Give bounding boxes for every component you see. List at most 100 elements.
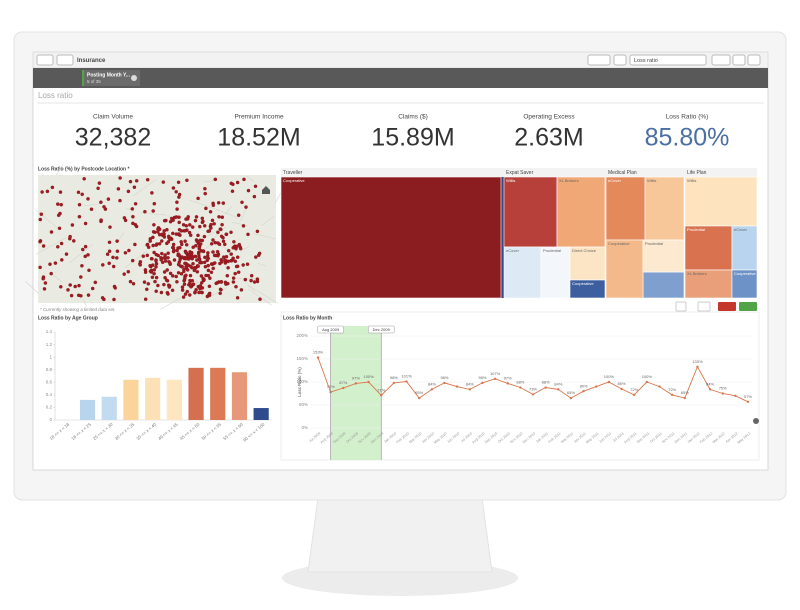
- map-point: [86, 197, 90, 201]
- map-point: [182, 282, 187, 286]
- y-tick-label: 150%: [296, 356, 308, 361]
- map-point: [252, 194, 257, 199]
- scroll-handle[interactable]: [753, 418, 759, 424]
- map-point: [79, 275, 83, 279]
- map-point: [168, 261, 172, 265]
- map-point: [196, 252, 201, 256]
- map-point: [200, 238, 205, 243]
- map-road: [55, 164, 64, 176]
- map-road: [248, 284, 278, 304]
- map-point: [45, 189, 50, 194]
- sheets-button[interactable]: [711, 54, 731, 66]
- y-tick-label: 1.4: [46, 329, 53, 334]
- map-point: [165, 227, 169, 232]
- map-point: [211, 238, 215, 242]
- data-label: 72%: [668, 387, 676, 392]
- map-road: [231, 221, 249, 227]
- point: [316, 356, 320, 359]
- nav-button[interactable]: [36, 54, 54, 66]
- sheet-selector[interactable]: [629, 54, 707, 66]
- options-button[interactable]: [697, 301, 711, 312]
- map-point: [90, 286, 95, 291]
- treemap-cell-label: Willis: [506, 178, 515, 183]
- x-tick-label: Jul 2010: [460, 431, 473, 443]
- map-road: [240, 246, 250, 252]
- map-point: [123, 251, 128, 255]
- map-point: [133, 202, 138, 206]
- point: [392, 381, 396, 385]
- map-point: [236, 213, 241, 217]
- map-point: [166, 251, 170, 255]
- treemap-cell-label: XL Brokers: [559, 178, 579, 183]
- map-point: [238, 246, 243, 251]
- map-point: [184, 273, 188, 278]
- map-point: [184, 250, 188, 255]
- y-tick-label: 1: [49, 354, 52, 359]
- map-point: [229, 230, 233, 235]
- map-point: [159, 290, 164, 295]
- map-point: [130, 207, 135, 211]
- point: [455, 385, 459, 388]
- clear-selection[interactable]: [131, 75, 137, 81]
- map-point: [162, 232, 166, 236]
- map-point: [188, 273, 193, 278]
- map-point: [195, 258, 199, 262]
- map-point: [215, 249, 220, 254]
- map-point: [42, 287, 47, 291]
- point: [506, 382, 509, 385]
- map-point: [175, 200, 179, 204]
- data-label: 65%: [681, 390, 689, 395]
- bar: [210, 367, 226, 420]
- confirm-selection[interactable]: [739, 302, 757, 311]
- map-point: [191, 261, 195, 266]
- map-point: [206, 256, 210, 261]
- map-point: [64, 252, 69, 256]
- cancel-selection[interactable]: [718, 302, 736, 311]
- map-point: [199, 274, 204, 278]
- point: [607, 380, 611, 384]
- map-point: [219, 227, 223, 232]
- map-point: [159, 258, 163, 262]
- point: [569, 396, 573, 400]
- map-point: [116, 187, 121, 191]
- map-point: [49, 271, 53, 276]
- home-icon[interactable]: [262, 186, 270, 194]
- device-button[interactable]: [587, 54, 611, 66]
- map-point: [89, 207, 94, 211]
- selection-chip[interactable]: [82, 70, 140, 86]
- map-point: [187, 230, 192, 235]
- map-point: [86, 253, 90, 257]
- map-point: [153, 279, 157, 284]
- device-button[interactable]: [613, 54, 627, 66]
- map-point: [152, 271, 156, 276]
- map-point: [209, 270, 214, 275]
- lasso-button[interactable]: [675, 301, 687, 312]
- data-label: 85%: [618, 381, 626, 386]
- map-point: [231, 182, 235, 187]
- menu-button[interactable]: [56, 54, 74, 66]
- map-point: [87, 268, 91, 273]
- map-point: [176, 262, 181, 267]
- map-point: [231, 246, 235, 250]
- map-point: [81, 247, 85, 252]
- map-point: [219, 280, 223, 284]
- map-point: [234, 264, 239, 269]
- treemap-cell: [605, 239, 644, 299]
- next-button[interactable]: [747, 54, 761, 66]
- map-point: [40, 190, 44, 194]
- map-point: [38, 265, 42, 270]
- bar: [101, 396, 117, 420]
- data-label: 88%: [542, 380, 550, 385]
- map-point: [77, 214, 82, 219]
- prev-button[interactable]: [732, 54, 746, 66]
- map-note: * Currently showing a limited data set.: [40, 307, 116, 312]
- map-point: [226, 259, 230, 264]
- data-label: 100%: [642, 374, 653, 379]
- point: [670, 393, 674, 397]
- y-tick-label: 0%: [301, 425, 308, 430]
- map-point: [249, 273, 254, 278]
- map-point: [152, 223, 156, 227]
- map-point: [182, 269, 186, 274]
- map-point: [176, 271, 181, 275]
